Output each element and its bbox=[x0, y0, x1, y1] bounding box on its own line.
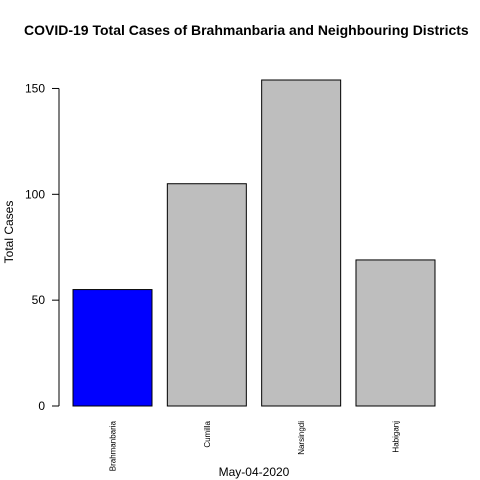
x-axis-categories: Brahmanbaria Cumilla Narsingdi Habiganj bbox=[109, 420, 401, 471]
bar-narsingdi bbox=[261, 79, 342, 407]
bar-cumilla bbox=[166, 183, 247, 407]
y-tick-label: 150 bbox=[25, 81, 45, 95]
x-category-label: Narsingdi bbox=[297, 421, 306, 455]
x-category-label: Brahmanbaria bbox=[109, 420, 118, 471]
y-tick-label: 0 bbox=[38, 399, 45, 413]
x-category-label: Habiganj bbox=[391, 421, 400, 453]
x-category-label: Cumilla bbox=[203, 420, 212, 447]
y-tick-label: 50 bbox=[32, 293, 46, 307]
bars-group bbox=[72, 79, 436, 407]
bar-brahmanbaria bbox=[72, 289, 153, 407]
y-axis: 0 50 100 150 bbox=[25, 81, 60, 413]
y-axis-label: Total Cases bbox=[2, 201, 16, 264]
y-tick-label: 100 bbox=[25, 187, 45, 201]
chart-title: COVID-19 Total Cases of Brahmanbaria and… bbox=[24, 22, 469, 38]
x-axis-label: May-04-2020 bbox=[219, 465, 290, 479]
bar-habiganj bbox=[355, 259, 436, 407]
